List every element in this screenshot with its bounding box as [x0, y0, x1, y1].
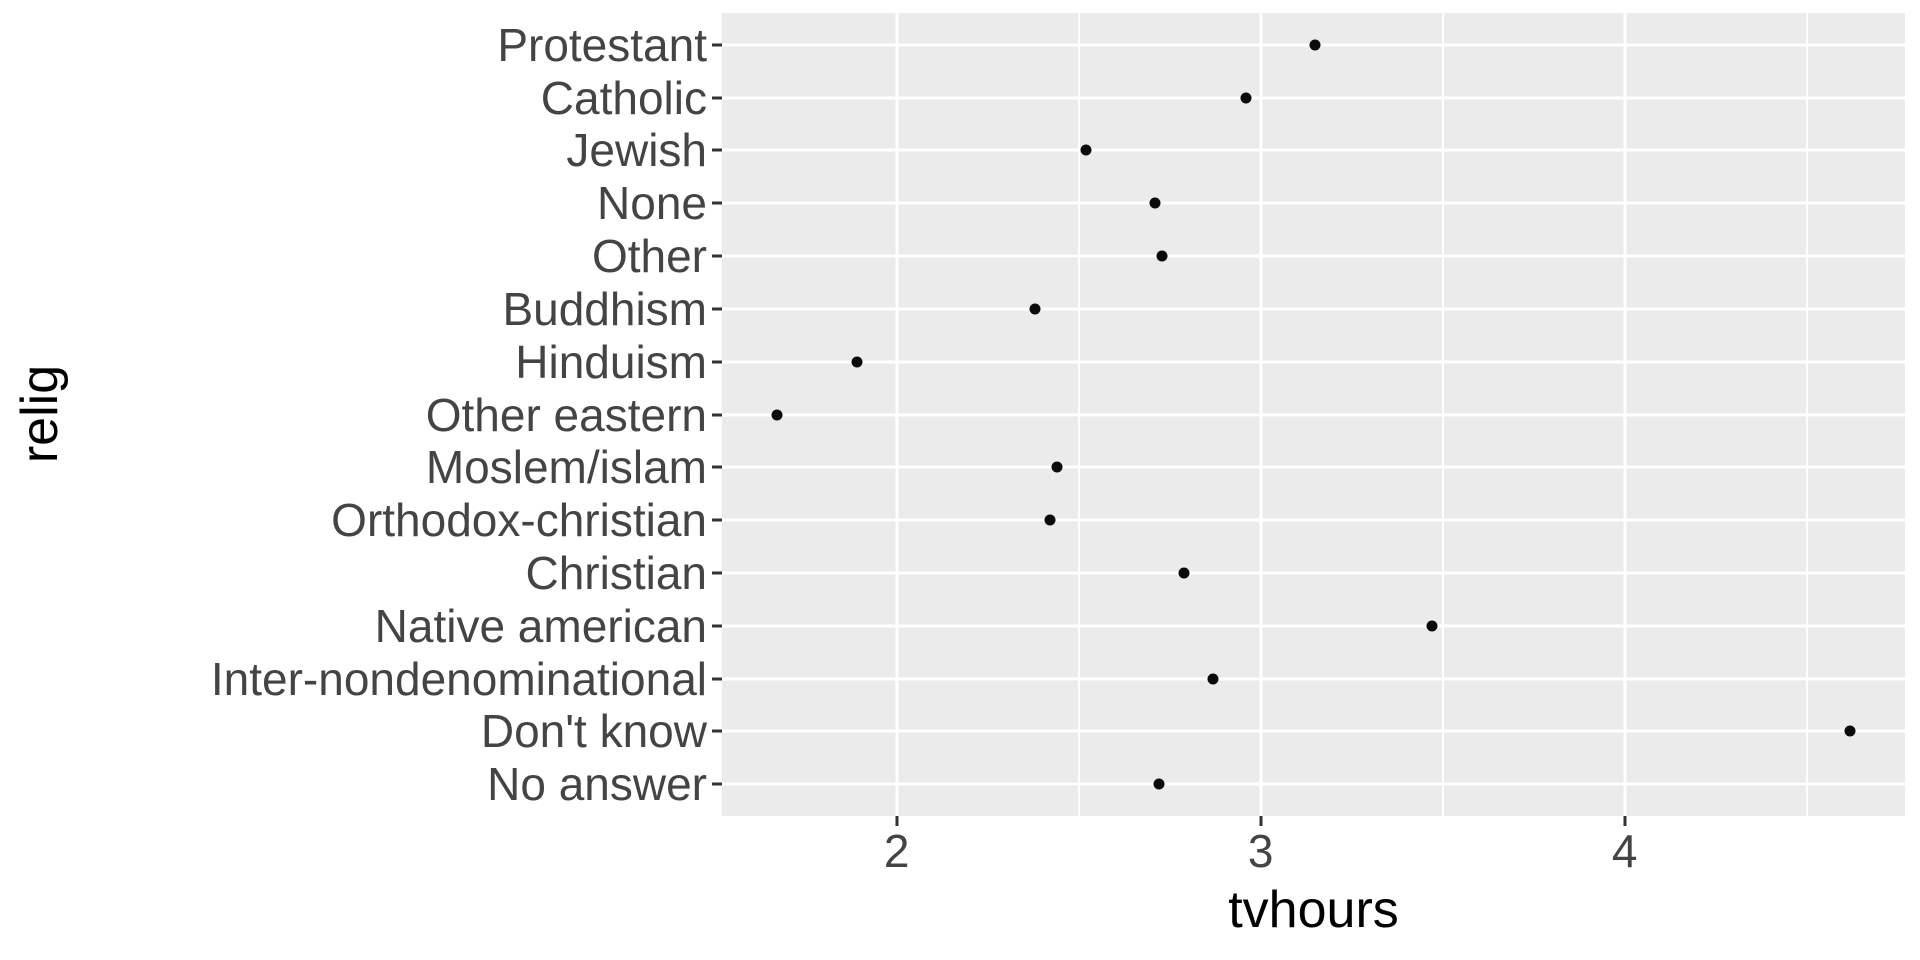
y-tick-mark [712, 201, 722, 205]
scatter-point [1426, 620, 1438, 632]
scatter-point [771, 409, 783, 420]
y-category-label: Moslem/islam [425, 441, 707, 494]
y-category-label: Hinduism [515, 335, 707, 388]
y-tick-mark [712, 413, 722, 416]
y-tick-mark [712, 518, 722, 522]
y-category-label: Other [591, 230, 707, 282]
scatter-point [1051, 461, 1063, 473]
y-category-label: Other eastern [425, 388, 707, 441]
x-tick-mark [1623, 816, 1627, 826]
plot-panel [722, 13, 1905, 816]
y-tick-mark [712, 465, 722, 469]
y-category-label: Orthodox-christian [331, 494, 707, 547]
y-tick-mark [712, 307, 722, 311]
scatter-point [1149, 197, 1161, 209]
x-tick-mark [1259, 816, 1263, 826]
gridline-vertical-minor [1077, 13, 1080, 816]
gridline-horizontal [722, 465, 1905, 469]
y-tick-mark [712, 43, 722, 47]
y-tick-mark [712, 571, 722, 575]
gridline-vertical-major [895, 13, 899, 816]
gridline-horizontal [722, 148, 1905, 152]
gridline-horizontal [722, 413, 1905, 416]
y-tick-mark [712, 729, 722, 733]
x-tick-label: 3 [1247, 825, 1274, 877]
y-category-label: Buddhism [502, 282, 707, 335]
gridline-vertical-minor [1805, 13, 1808, 816]
y-category-label: Don't know [480, 705, 707, 758]
y-tick-mark [712, 624, 722, 628]
gridline-horizontal [722, 360, 1905, 364]
y-category-label: Christian [525, 546, 707, 599]
scatter-point [1156, 250, 1168, 262]
scatter-point [1309, 39, 1321, 51]
gridline-vertical-minor [1441, 13, 1444, 816]
y-category-label: Jewish [566, 124, 707, 177]
y-tick-mark [712, 148, 722, 152]
y-tick-mark [712, 360, 722, 364]
scatter-point [1044, 514, 1056, 526]
y-category-label: None [597, 177, 707, 230]
x-tick-mark [895, 816, 899, 826]
y-category-label: No answer [487, 758, 707, 811]
gridline-horizontal [722, 518, 1905, 522]
scatter-point [1029, 303, 1041, 315]
y-axis-title: relig [11, 364, 69, 464]
scatter-point [1178, 567, 1190, 579]
scatter-point [1153, 778, 1165, 790]
y-tick-mark [712, 782, 722, 786]
gridline-horizontal [722, 624, 1905, 628]
gridline-horizontal [722, 201, 1905, 205]
gridline-horizontal [722, 571, 1905, 575]
scatter-point [1207, 673, 1219, 685]
x-tick-label: 2 [883, 825, 910, 877]
x-axis-title: tvhours [1228, 881, 1399, 939]
gridline-horizontal [722, 729, 1905, 733]
gridline-vertical-major [1623, 13, 1627, 816]
y-tick-mark [712, 96, 722, 100]
gridline-vertical-major [1259, 13, 1263, 816]
x-tick-label: 4 [1611, 825, 1638, 877]
gridline-horizontal [722, 254, 1905, 258]
gridline-horizontal [722, 677, 1905, 681]
scatter-point [1844, 725, 1856, 737]
scatter-point [851, 356, 863, 368]
y-tick-mark [712, 254, 722, 258]
y-category-label: Inter-nondenominational [210, 652, 707, 705]
y-tick-mark [712, 677, 722, 681]
gridline-horizontal [722, 782, 1905, 786]
y-category-label: Native american [374, 599, 707, 652]
gridline-horizontal [722, 96, 1905, 100]
scatter-point [1240, 92, 1252, 104]
gridline-horizontal [722, 307, 1905, 311]
y-category-label: Protestant [497, 18, 707, 71]
scatter-point [1080, 144, 1092, 156]
y-category-label: Catholic [540, 71, 707, 124]
